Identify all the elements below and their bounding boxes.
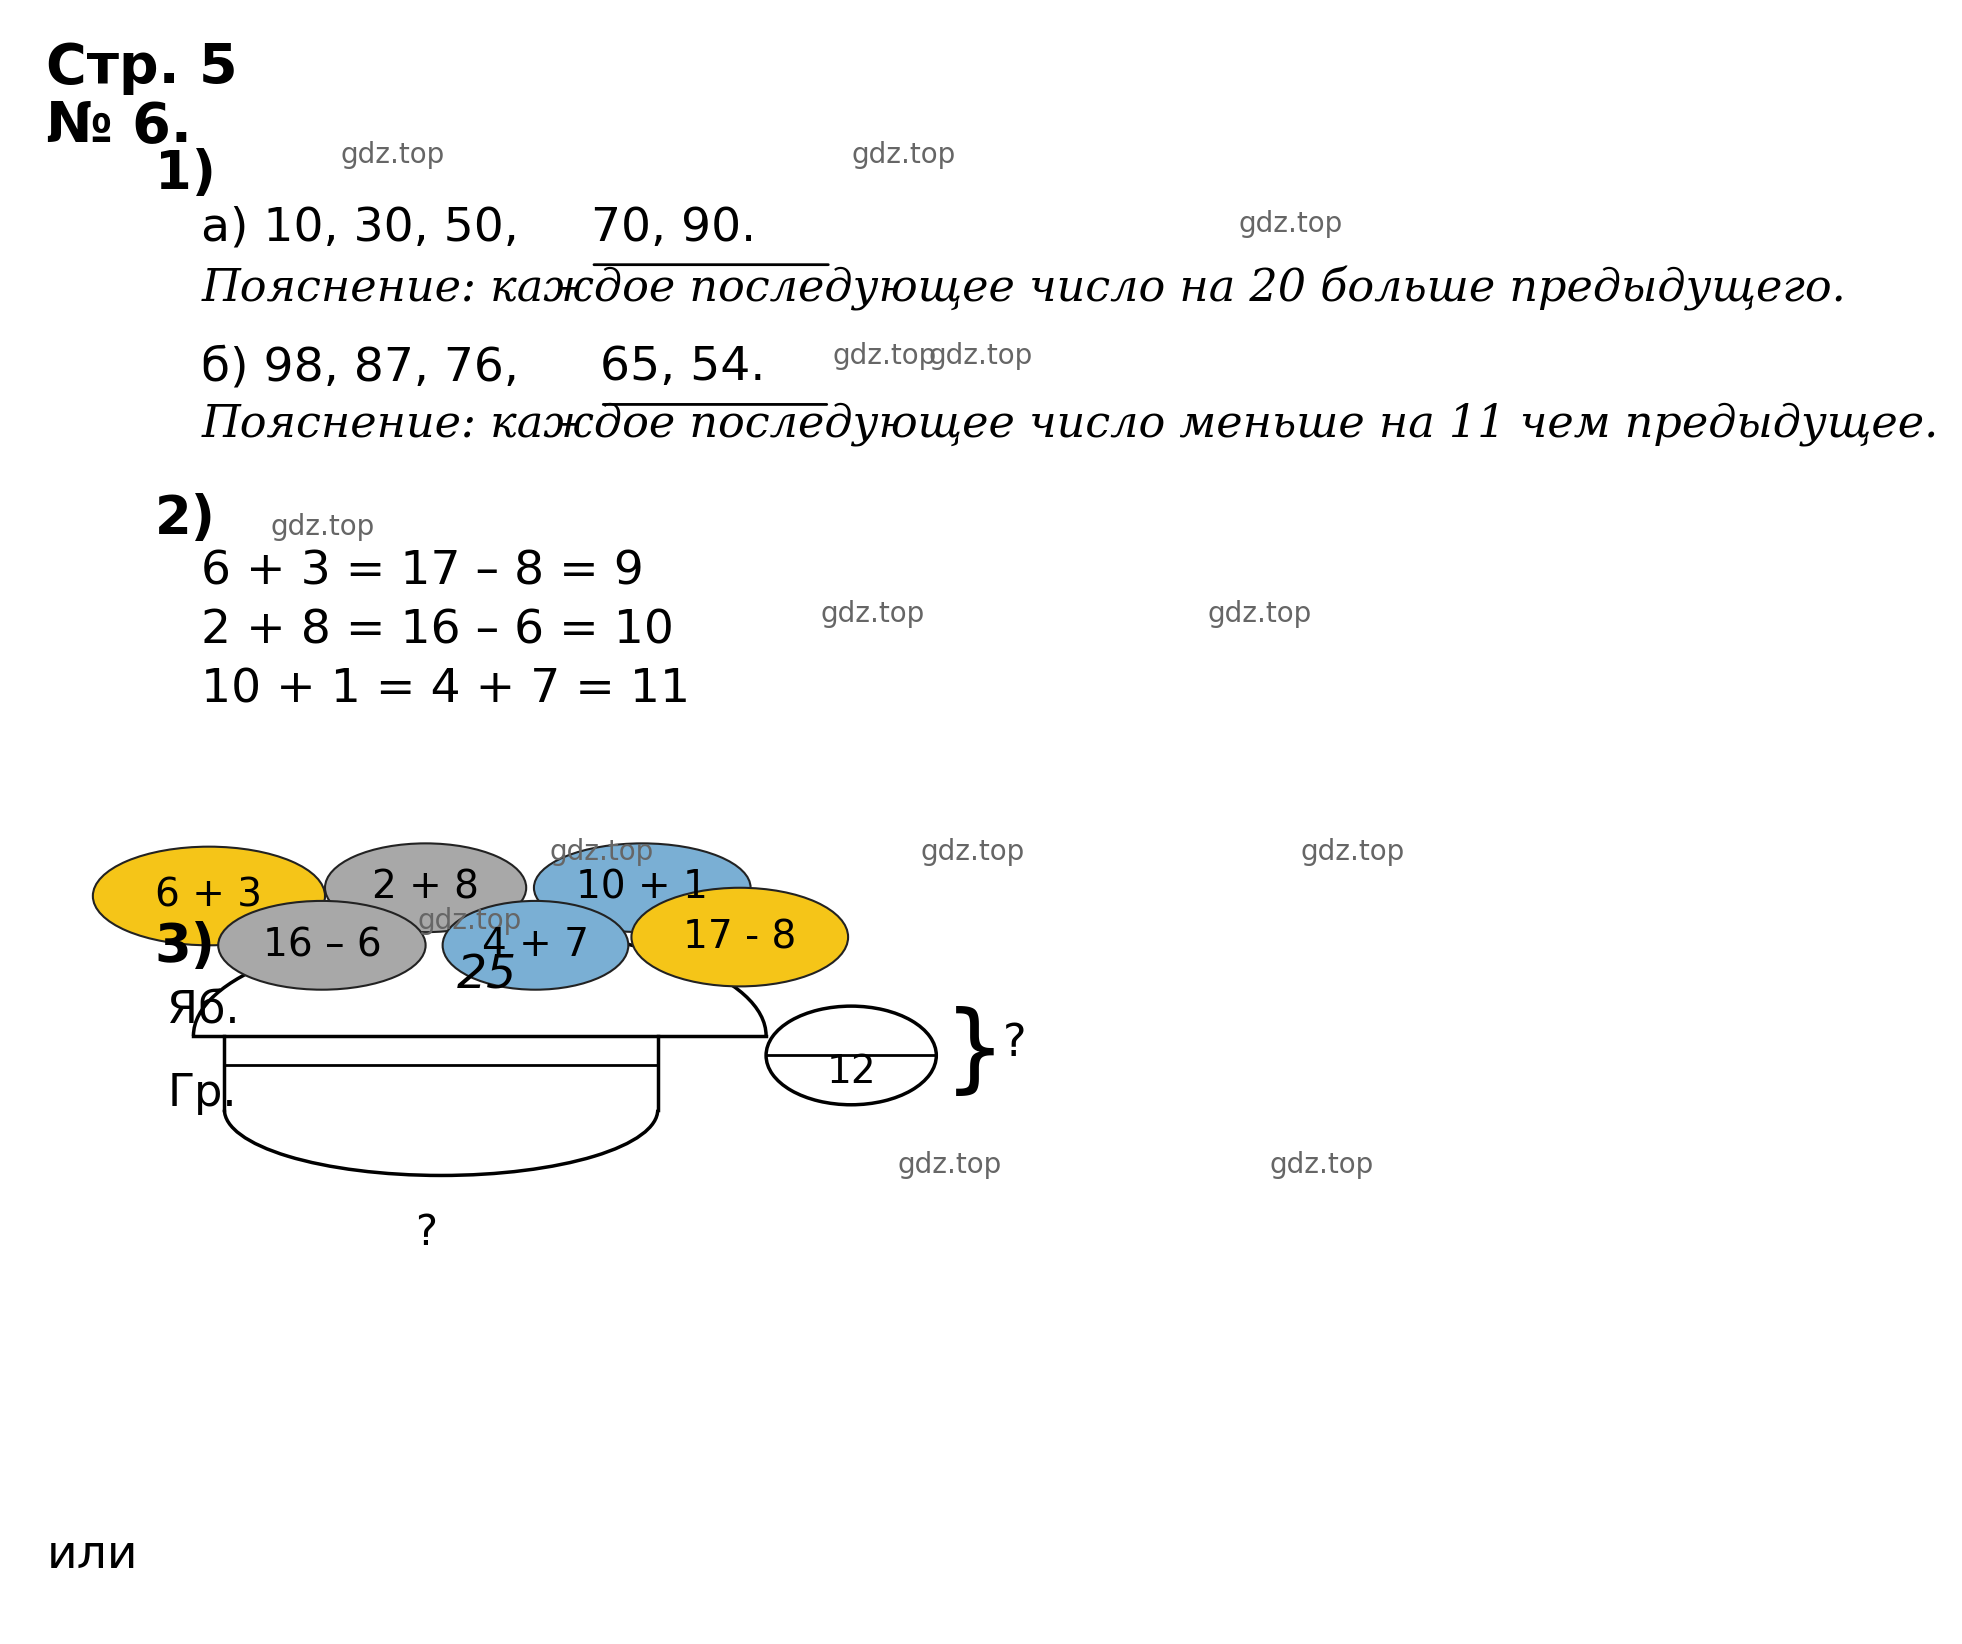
- Text: а) 10, 30, 50,: а) 10, 30, 50,: [202, 206, 534, 250]
- Ellipse shape: [326, 843, 526, 932]
- Text: gdz.top: gdz.top: [852, 141, 955, 169]
- Text: gdz.top: gdz.top: [271, 513, 375, 541]
- Text: gdz.top: gdz.top: [341, 141, 445, 169]
- Text: 16 – 6: 16 – 6: [263, 926, 381, 965]
- Text: Пояснение: каждое последующее число меньше на 11 чем предыдущее.: Пояснение: каждое последующее число мень…: [202, 403, 1938, 447]
- Text: gdz.top: gdz.top: [928, 342, 1032, 370]
- Text: Яб.: Яб.: [167, 990, 239, 1032]
- Text: gdz.top: gdz.top: [1238, 210, 1342, 238]
- Text: gdz.top: gdz.top: [832, 342, 938, 370]
- Text: 1): 1): [155, 148, 216, 201]
- Text: или: или: [47, 1534, 137, 1578]
- Ellipse shape: [534, 843, 751, 932]
- Text: 4 + 7: 4 + 7: [483, 926, 589, 965]
- Text: }: }: [944, 1006, 1007, 1098]
- Text: 2 + 8: 2 + 8: [373, 868, 479, 907]
- Text: № 6.: № 6.: [47, 99, 192, 153]
- Text: б) 98, 87, 76,: б) 98, 87, 76,: [202, 345, 534, 390]
- Text: Пояснение: каждое последующее число на 20 больше предыдущего.: Пояснение: каждое последующее число на 2…: [202, 266, 1846, 311]
- Text: gdz.top: gdz.top: [418, 907, 522, 935]
- Text: 65, 54.: 65, 54.: [600, 345, 765, 390]
- Text: 6 + 3 = 17 – 8 = 9: 6 + 3 = 17 – 8 = 9: [202, 549, 644, 593]
- Text: 70, 90.: 70, 90.: [591, 206, 755, 250]
- Text: 2 + 8 = 16 – 6 = 10: 2 + 8 = 16 – 6 = 10: [202, 608, 675, 653]
- Text: 2): 2): [155, 493, 216, 546]
- Text: Стр. 5: Стр. 5: [47, 41, 237, 95]
- Text: gdz.top: gdz.top: [1207, 600, 1311, 628]
- Text: 12: 12: [826, 1052, 875, 1092]
- Text: 10 + 1: 10 + 1: [577, 868, 708, 907]
- Ellipse shape: [632, 888, 848, 986]
- Ellipse shape: [218, 901, 426, 990]
- Text: Гр.: Гр.: [167, 1072, 237, 1115]
- Text: gdz.top: gdz.top: [920, 838, 1024, 866]
- Text: 10 + 1 = 4 + 7 = 11: 10 + 1 = 4 + 7 = 11: [202, 667, 691, 712]
- Text: gdz.top: gdz.top: [899, 1151, 1003, 1179]
- Ellipse shape: [92, 847, 326, 945]
- Text: gdz.top: gdz.top: [1301, 838, 1405, 866]
- Text: ?: ?: [1003, 1023, 1026, 1065]
- Text: 3): 3): [155, 921, 216, 973]
- Text: gdz.top: gdz.top: [820, 600, 924, 628]
- Text: 25: 25: [457, 954, 516, 998]
- Text: gdz.top: gdz.top: [549, 838, 653, 866]
- Text: gdz.top: gdz.top: [1269, 1151, 1373, 1179]
- Ellipse shape: [443, 901, 628, 990]
- Text: ?: ?: [414, 1212, 438, 1254]
- Text: 6 + 3: 6 + 3: [155, 876, 263, 916]
- Text: 17 - 8: 17 - 8: [683, 917, 797, 957]
